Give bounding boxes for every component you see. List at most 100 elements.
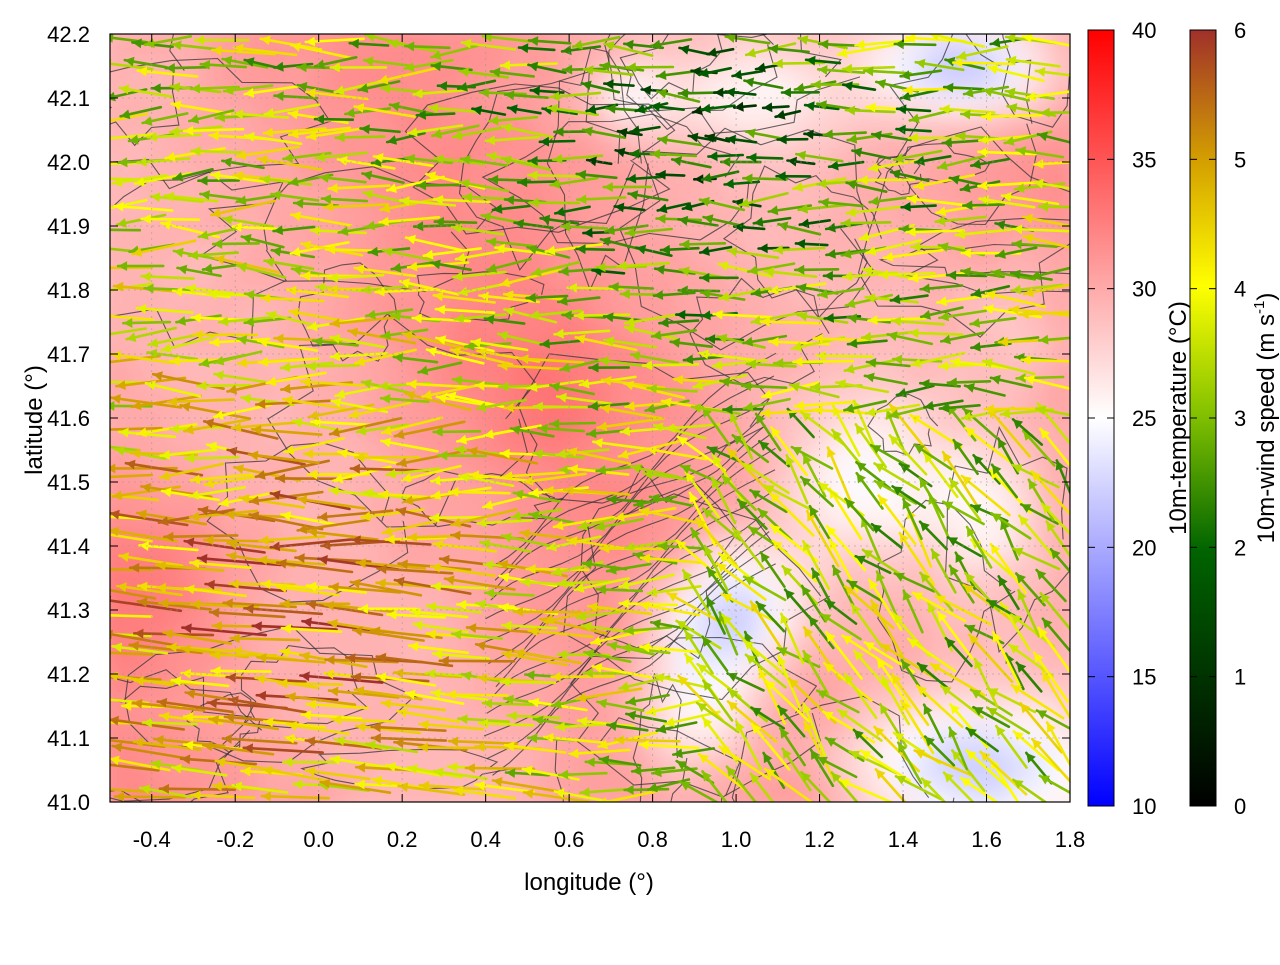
temperature-cell: [715, 54, 737, 75]
temperature-cell: [465, 14, 487, 35]
temperature-cell: [110, 14, 132, 35]
temperature-cell: [715, 14, 737, 35]
temperature-cell: [131, 14, 153, 35]
temperature-cell: [89, 458, 111, 479]
wind-arrow-head: [85, 758, 95, 768]
temperature-cell: [945, 14, 967, 35]
temperature-cell: [152, 539, 174, 560]
wind-arrow: [160, 789, 235, 790]
wind-arrow-head: [91, 205, 101, 215]
temperature-cell: [381, 681, 403, 702]
temperature-colorbar-label: 10m-temperature (°C): [1165, 301, 1192, 535]
temperature-cell: [193, 34, 215, 55]
colorbar-tick-label: 4: [1234, 277, 1246, 302]
y-tick-label: 41.7: [47, 342, 90, 367]
wind-arrow-head: [83, 647, 92, 657]
x-tick-label: 1.2: [804, 827, 835, 852]
temperature-cell: [110, 236, 132, 257]
temperature-cell: [360, 115, 382, 136]
colorbar-tick-label: 30: [1132, 277, 1156, 302]
temperature-cell: [548, 14, 570, 35]
temperature-cell: [861, 782, 883, 803]
temperature-cell: [611, 802, 633, 823]
temperature-cell: [277, 14, 299, 35]
x-axis-label: longitude (°): [524, 869, 654, 896]
temperature-cell: [507, 14, 529, 35]
temperature-cell: [89, 479, 111, 500]
temperature-cell: [423, 802, 445, 823]
colorbar-tick-label: 15: [1132, 665, 1156, 690]
y-axis-label: latitude (°): [21, 365, 48, 475]
wind-arrow-head: [98, 134, 108, 144]
temperature-cell: [89, 782, 111, 803]
temperature-cell: [694, 357, 716, 378]
temperature-cell: [360, 802, 382, 823]
temperature-cell: [152, 297, 174, 318]
temperature-cell: [882, 14, 904, 35]
temperature-cell: [673, 14, 695, 35]
temperature-cell: [423, 580, 445, 601]
temperature-cell: [402, 418, 424, 439]
wind-arrow: [761, 322, 821, 324]
wind-arrow-head: [87, 263, 96, 273]
temperature-cell: [632, 559, 654, 580]
y-tick-label: 41.9: [47, 214, 90, 239]
temperature-cell: [507, 802, 529, 823]
temperature-cell: [694, 14, 716, 35]
temperature-cell: [360, 14, 382, 35]
temperature-cell: [507, 438, 529, 459]
temperature-cell: [235, 14, 257, 35]
temperature-cell: [486, 14, 508, 35]
temperature-cell: [173, 782, 195, 803]
temperature-cell: [89, 277, 111, 298]
temperature-cell: [235, 802, 257, 823]
temperature-cell: [1007, 115, 1029, 136]
temperature-cell: [569, 256, 591, 277]
temperature-cell: [1028, 317, 1050, 338]
temperature-cell: [1049, 802, 1071, 823]
y-tick-label: 41.6: [47, 406, 90, 431]
wind-arrow-head: [91, 358, 101, 368]
temperature-cell: [799, 802, 821, 823]
wind-arrow-head: [86, 119, 96, 129]
temperature-cell: [193, 802, 215, 823]
temperature-cell: [402, 14, 424, 35]
temperature-cell: [402, 802, 424, 823]
wind-arrow: [514, 612, 581, 613]
temperature-cell: [131, 378, 153, 399]
temperature-cell: [131, 802, 153, 823]
y-tick-label: 42.1: [47, 86, 90, 111]
temperature-cell: [173, 297, 195, 318]
temperature-cell: [527, 802, 549, 823]
temperature-cell: [966, 802, 988, 823]
temperature-cell: [340, 802, 362, 823]
x-tick-label: 0.2: [387, 827, 418, 852]
temperature-cell: [736, 14, 758, 35]
colorbar-tick-label: 35: [1132, 147, 1156, 172]
temperature-cell: [778, 14, 800, 35]
temperature-cell: [1049, 155, 1071, 176]
wind-arrow: [440, 661, 514, 662]
x-tick-label: 1.4: [888, 827, 919, 852]
temperature-cell: [507, 34, 529, 55]
temperature-cell: [152, 317, 174, 338]
temperature-cell: [924, 115, 946, 136]
temperature-cell: [444, 135, 466, 156]
temperature-cell: [903, 14, 925, 35]
temperature-cell: [799, 54, 821, 75]
temperature-cell: [89, 398, 111, 419]
temperature-cell: [89, 620, 111, 641]
temperature-cell: [527, 277, 549, 298]
temperature-cell: [340, 297, 362, 318]
temperature-cell: [1007, 378, 1029, 399]
temperature-cell: [89, 135, 111, 156]
wind-label-superscript: -1: [1251, 301, 1268, 314]
temperature-cell: [1028, 802, 1050, 823]
temperature-cell: [1007, 14, 1029, 35]
wind-arrow-head: [92, 310, 101, 320]
wind-arrow: [95, 615, 151, 617]
temperature-cell: [193, 297, 215, 318]
temperature-cell: [235, 681, 257, 702]
x-tick-label: 0.0: [303, 827, 334, 852]
